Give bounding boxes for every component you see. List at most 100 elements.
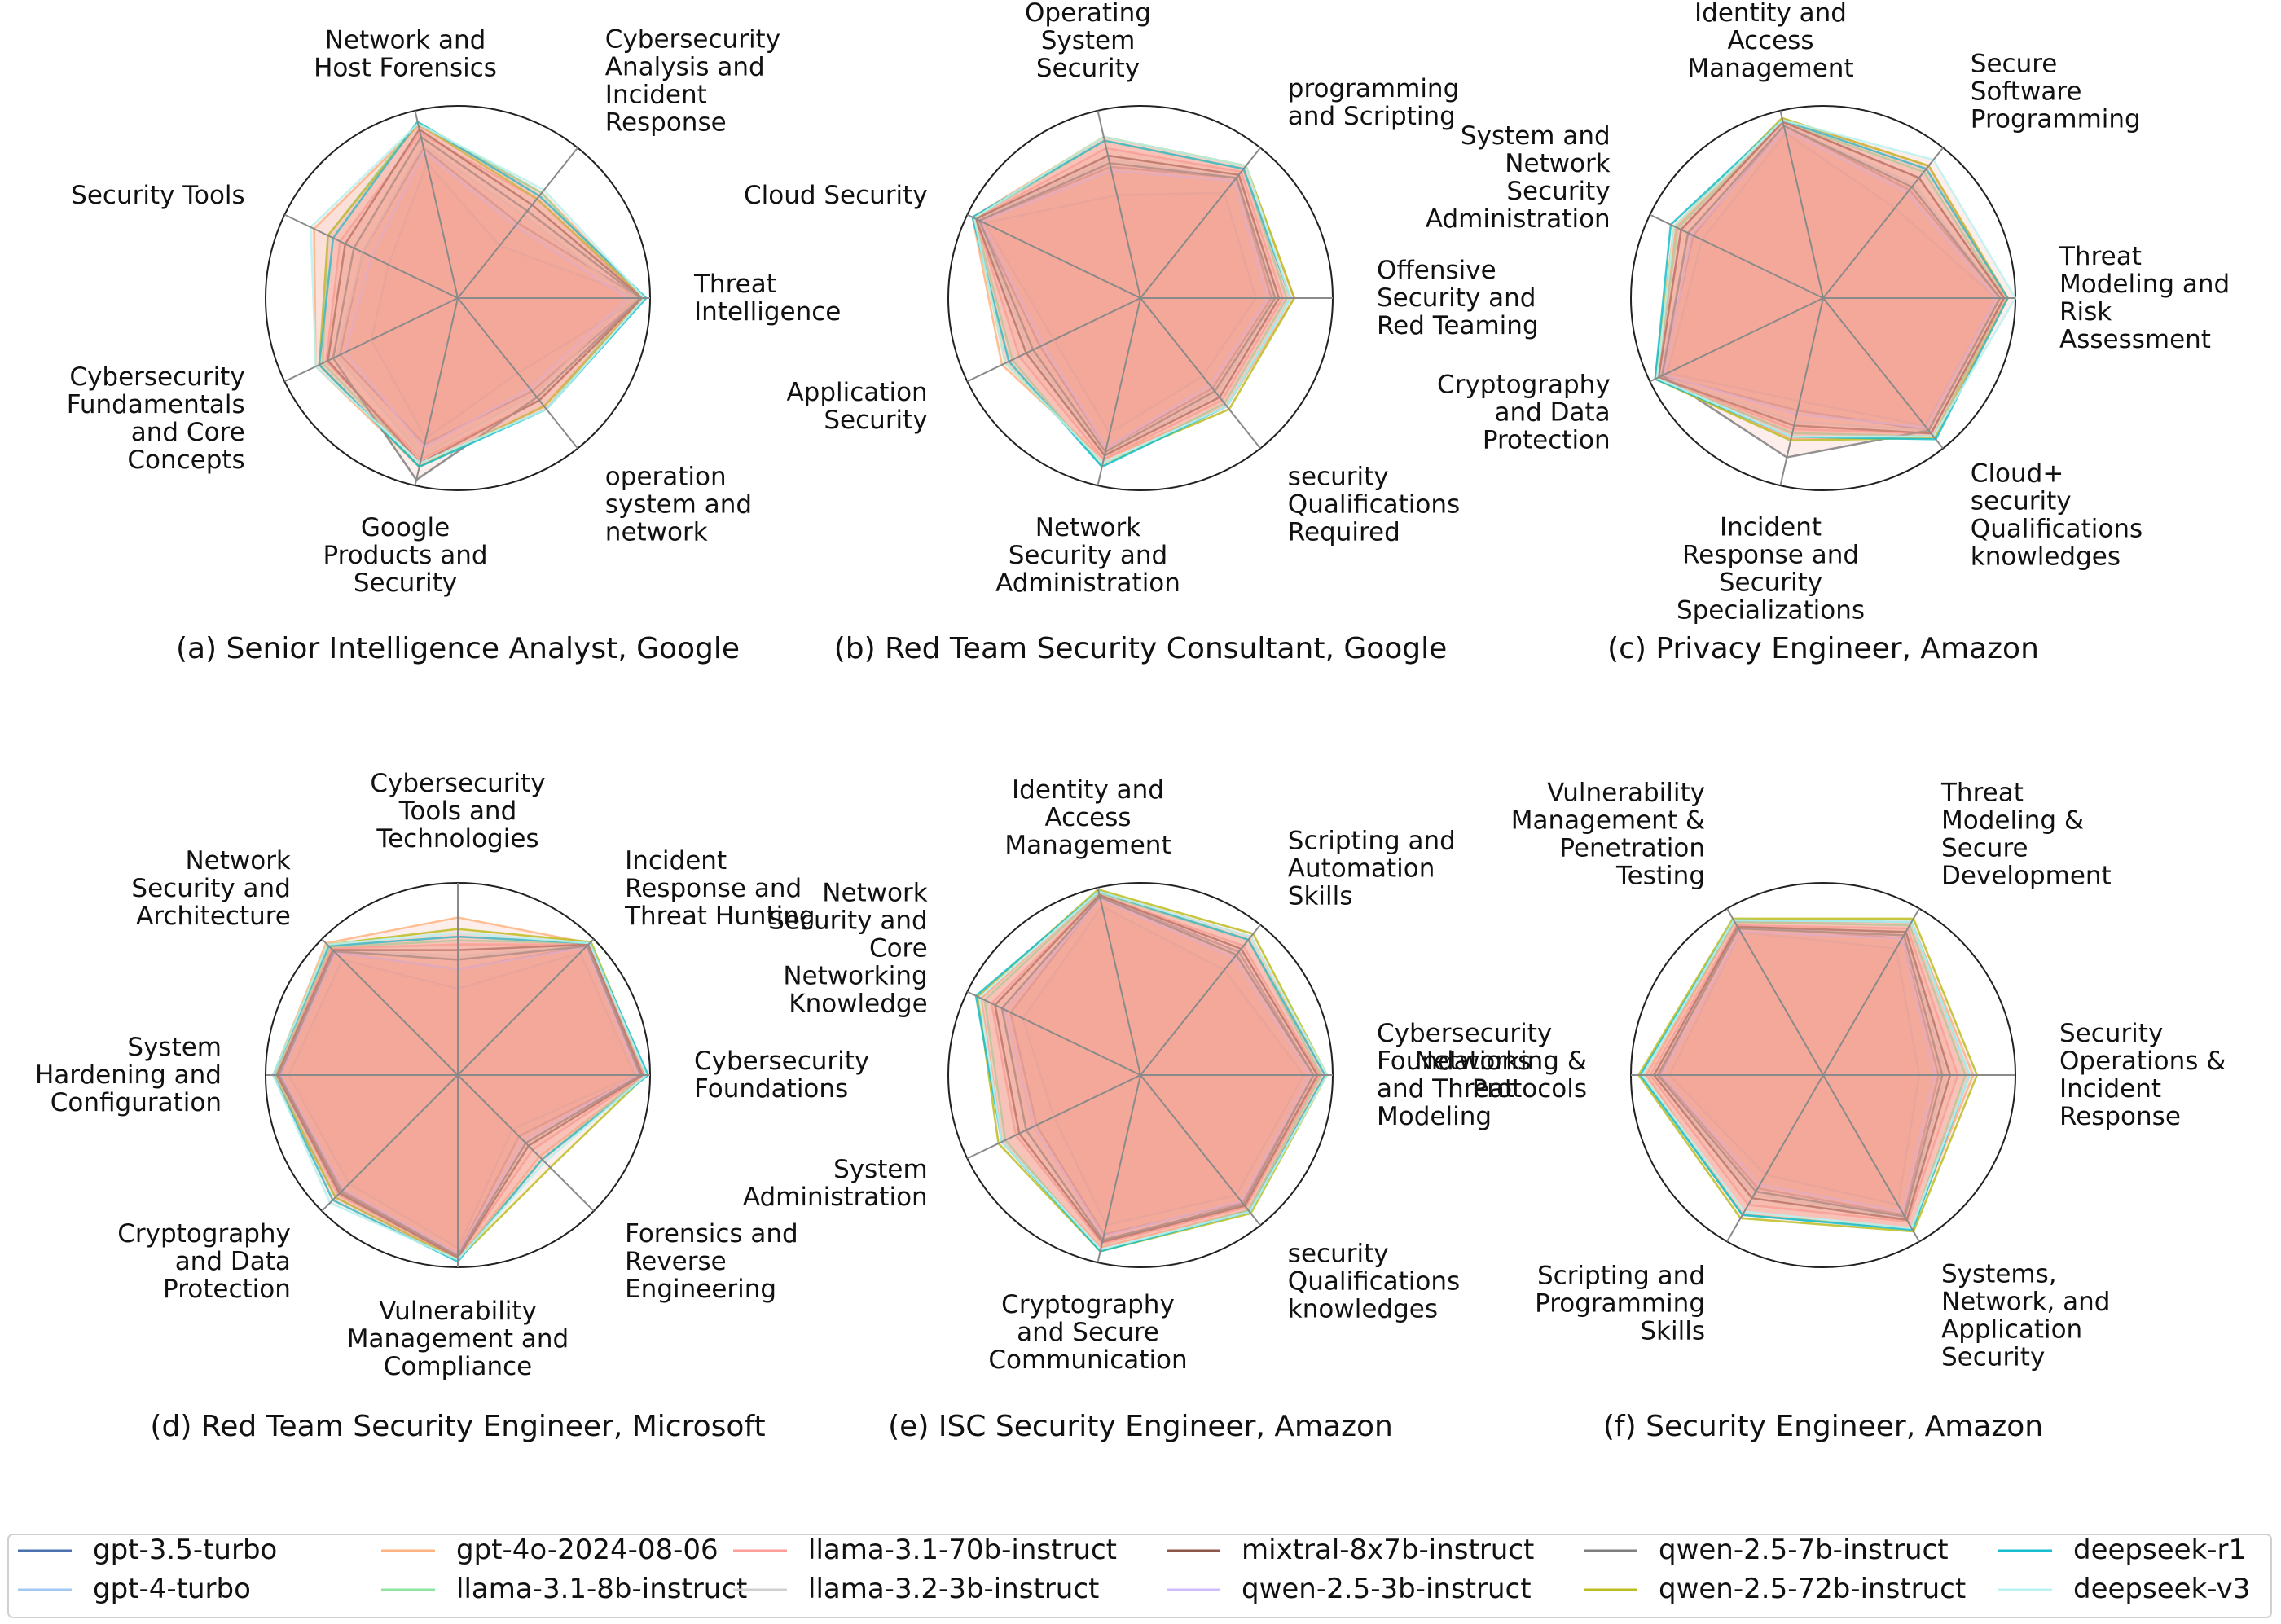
axis-label: Identity and Access Management <box>1687 0 1853 83</box>
legend-frame <box>7 1534 2272 1618</box>
radar-series <box>978 890 1329 1251</box>
radar-series <box>1666 131 1998 428</box>
radar-series <box>976 888 1329 1253</box>
radar-spoke <box>1822 297 1944 450</box>
radar-panel: Cybersecurity Foundations and Threat Modeli… <box>743 775 1552 1443</box>
axis-label: Cybersecurity Tools and Technologies <box>370 769 545 854</box>
axis-label: Network Security and Architecture <box>131 846 291 931</box>
axis-label: Network Security and Administration <box>995 513 1180 598</box>
radar-panel: Security Operations & Incident Response Thre… <box>1415 779 2226 1443</box>
axis-label: Security Tools <box>71 181 245 210</box>
legend-label: llama-3.1-8b-instruct <box>456 1573 747 1605</box>
axis-label: Secure Software Programming <box>1971 50 2141 134</box>
legend-item: qwen-2.5-72b-instruct <box>1584 1573 1966 1605</box>
axis-label: System Administration <box>743 1155 928 1212</box>
axis-label: Vulnerability Management and Compliance <box>347 1297 569 1381</box>
radar-series <box>370 160 644 441</box>
radar-spoke <box>457 147 578 299</box>
axis-label: security Qualifications knowledges <box>1288 1239 1460 1323</box>
axis-label: Incident Response and Threat Hunting <box>624 846 815 931</box>
axis-label: Security Operations & Incident Response <box>2059 1019 2226 1131</box>
radar-series <box>1662 128 1998 429</box>
panel-caption: (a) Senior Intelligence Analyst, Google <box>176 632 740 665</box>
radar-spoke <box>457 297 578 450</box>
legend-item: mixtral-8x7b-instruct <box>1167 1534 1534 1566</box>
axis-label: Scripting and Automation Skills <box>1288 827 1456 911</box>
legend-item: llama-3.1-8b-instruct <box>381 1573 747 1605</box>
panel-caption: (d) Red Team Security Engineer, Microsof… <box>150 1410 765 1443</box>
axis-label: System and Network Security Administration <box>1426 121 1611 234</box>
legend-item: llama-3.2-3b-instruct <box>733 1573 1099 1605</box>
legend-item: gpt-4-turbo <box>18 1573 251 1605</box>
axis-label: Operating System Security <box>1025 0 1151 83</box>
radar-series <box>994 893 1319 1244</box>
axis-label: programming and Scripting <box>1288 74 1459 131</box>
radar-series <box>327 128 644 465</box>
radar-series <box>1022 905 1306 1227</box>
radar-spoke <box>1822 908 1920 1076</box>
radar-spoke <box>457 938 595 1076</box>
axis-label: Cybersecurity Foundations and Threat Modeli… <box>1377 1019 1552 1131</box>
axis-label: security Qualifications Required <box>1288 462 1460 546</box>
radar-panel: Cybersecurity Foundations Incident Response… <box>35 769 869 1443</box>
axis-label: Forensics and Reverse Engineering <box>625 1219 798 1304</box>
radar-series <box>990 893 1321 1245</box>
axis-label: System Hardening and Configuration <box>35 1033 222 1117</box>
panel-caption: (e) ISC Security Engineer, Amazon <box>888 1410 1393 1443</box>
axis-label: operation system and network <box>605 462 752 546</box>
radar-series <box>1004 898 1312 1238</box>
axis-label: Systems, Network, and Application Security <box>1941 1259 2110 1372</box>
panel-caption: (c) Privacy Engineer, Amazon <box>1607 632 2039 665</box>
legend-item: qwen-2.5-3b-instruct <box>1167 1573 1532 1605</box>
axis-label: Cryptography and Data Protection <box>1437 371 1611 455</box>
legend-label: deepseek-r1 <box>2073 1534 2246 1566</box>
axis-label: Incident Response and Security Specializati… <box>1677 513 1865 625</box>
radar-spoke <box>1140 297 1261 450</box>
axis-label: Identity and Access Management <box>1004 775 1171 860</box>
axis-label: Threat Modeling & Secure Development <box>1940 779 2112 891</box>
radar-spoke <box>283 297 459 383</box>
legend-label: qwen-2.5-3b-instruct <box>1242 1573 1532 1605</box>
axis-label: Network Security and Core Networking Knowled… <box>768 879 928 1019</box>
radar-panel: Offensive Security and Red Teaming programm… <box>744 0 1539 665</box>
radar-series <box>339 147 643 446</box>
radar-series <box>1641 919 1971 1230</box>
radar-series <box>1660 124 2002 459</box>
radar-spoke <box>414 297 459 486</box>
legend: gpt-3.5-turbo gpt-4-turbo gpt-4o-2024-08-0… <box>7 1534 2272 1618</box>
axis-label: Scripting and Programming Skills <box>1535 1262 1705 1346</box>
axis-label: Offensive Security and Red Teaming <box>1377 256 1539 340</box>
radar-panel: Threat Intelligence Cybersecurity Analysis … <box>67 24 842 665</box>
radar-panels: Threat Intelligence Cybersecurity Analysis … <box>35 0 2230 1443</box>
legend-label: mixtral-8x7b-instruct <box>1242 1534 1534 1566</box>
radar-series <box>1655 119 2017 438</box>
radar-spoke <box>966 990 1141 1076</box>
axis-label: Cybersecurity Analysis and Incident Respons… <box>605 24 780 137</box>
axis-label: Networking & Protocols <box>1415 1047 1587 1104</box>
radar-spoke <box>966 297 1141 383</box>
radar-spoke <box>1726 1074 1824 1242</box>
radar-panel: Threat Modeling and Risk Assessment Secure So… <box>1426 0 2230 665</box>
radar-series <box>332 135 643 481</box>
legend-item: llama-3.1-70b-instruct <box>733 1534 1117 1566</box>
legend-label: llama-3.2-3b-instruct <box>808 1573 1099 1605</box>
legend-label: qwen-2.5-7b-instruct <box>1659 1534 1949 1566</box>
axis-label: Cloud+ security Qualifications knowledges <box>1971 459 2143 572</box>
radar-spoke <box>1779 110 1824 299</box>
axis-label: Cybersecurity Foundations <box>694 1047 869 1104</box>
legend-item: gpt-4o-2024-08-06 <box>381 1534 719 1566</box>
axis-label: Google Products and Security <box>323 513 487 598</box>
radar-series <box>982 191 1257 435</box>
radar-spoke <box>1726 908 1824 1076</box>
radar-series <box>1009 895 1315 1236</box>
radar-series <box>318 122 646 468</box>
axis-label: Cryptography and Data Protection <box>117 1219 291 1304</box>
radar-spoke <box>1779 297 1824 486</box>
radar-series <box>344 150 629 450</box>
axis-label: Cybersecurity Fundamentals and Core Concept… <box>67 362 245 475</box>
legend-label: gpt-3.5-turbo <box>93 1534 277 1566</box>
radar-spoke <box>457 1074 595 1212</box>
radar-spoke <box>1097 887 1141 1076</box>
radar-spoke <box>1140 924 1261 1076</box>
